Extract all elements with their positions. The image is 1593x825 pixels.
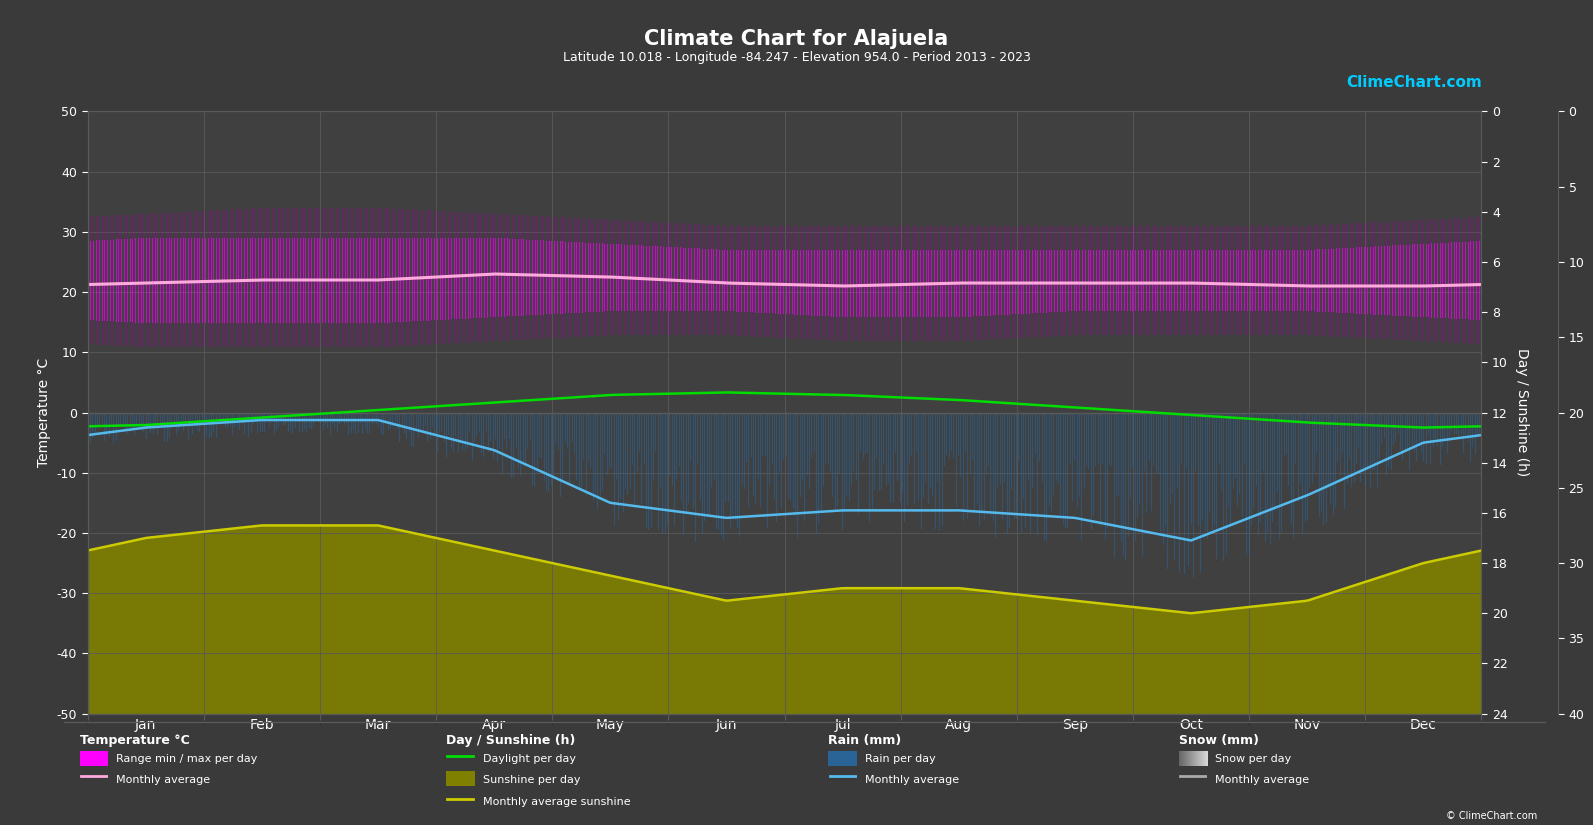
Y-axis label: Rain / Snow (mm): Rain / Snow (mm) [1591,351,1593,474]
Y-axis label: Temperature °C: Temperature °C [37,358,51,467]
Text: Rain per day: Rain per day [865,754,935,764]
Text: Day / Sunshine (h): Day / Sunshine (h) [446,734,575,747]
Text: Monthly average: Monthly average [1215,775,1309,785]
Text: Monthly average sunshine: Monthly average sunshine [483,797,631,807]
Text: Snow (mm): Snow (mm) [1179,734,1258,747]
Text: Monthly average: Monthly average [116,775,210,785]
Text: Rain (mm): Rain (mm) [828,734,902,747]
Text: Snow per day: Snow per day [1215,754,1292,764]
Text: Sunshine per day: Sunshine per day [483,775,580,785]
Text: Range min / max per day: Range min / max per day [116,754,258,764]
Text: Monthly average: Monthly average [865,775,959,785]
Text: Climate Chart for Alajuela: Climate Chart for Alajuela [645,29,948,49]
Text: Latitude 10.018 - Longitude -84.247 - Elevation 954.0 - Period 2013 - 2023: Latitude 10.018 - Longitude -84.247 - El… [562,51,1031,64]
Text: Daylight per day: Daylight per day [483,754,575,764]
Text: ClimeChart.com: ClimeChart.com [1346,74,1481,90]
Text: © ClimeChart.com: © ClimeChart.com [1446,811,1537,821]
Y-axis label: Day / Sunshine (h): Day / Sunshine (h) [1515,348,1529,477]
Text: Temperature °C: Temperature °C [80,734,190,747]
